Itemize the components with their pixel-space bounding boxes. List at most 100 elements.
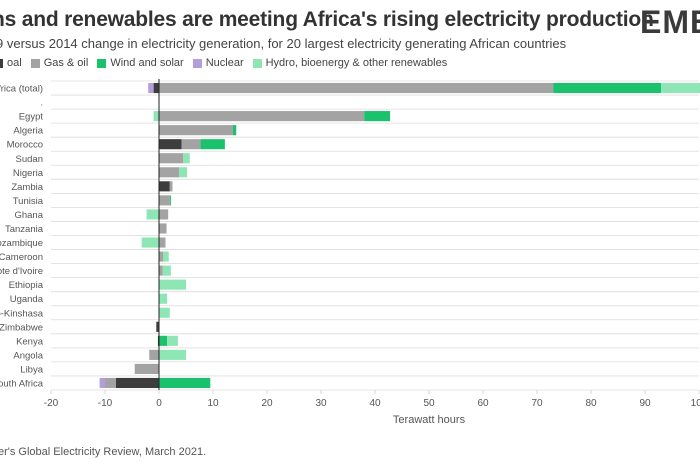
legend-swatch-gas-oil xyxy=(30,58,40,68)
category-label: Sudan xyxy=(16,154,43,165)
x-tick-label: 10 xyxy=(207,398,219,409)
category-label: . xyxy=(40,98,43,109)
bar-segment xyxy=(178,167,188,178)
category-label: Zambia xyxy=(11,182,43,193)
bar-segment xyxy=(115,377,159,389)
bar-segment xyxy=(146,209,159,220)
bar-segment xyxy=(99,377,105,389)
chart-title: ns and renewables are meeting Africa's r… xyxy=(0,8,654,31)
bar-segment xyxy=(159,293,168,304)
bar-segment xyxy=(159,111,365,122)
bar-segment xyxy=(169,195,171,206)
legend-label-wind-solar: Wind and solar xyxy=(110,57,184,69)
category-label: Ghana xyxy=(14,210,43,221)
bar-segment xyxy=(181,139,201,150)
bar-segment xyxy=(159,195,170,206)
bar-segment xyxy=(159,125,233,136)
bar-segment xyxy=(159,223,167,234)
bar-segment xyxy=(162,265,171,276)
bar-segment xyxy=(141,237,159,248)
bar-segment xyxy=(200,139,225,150)
source-note: er's Global Electricity Review, March 20… xyxy=(0,446,207,458)
bar-segment xyxy=(105,377,116,389)
legend-item-wind-solar: Wind and solar xyxy=(97,57,184,69)
x-tick-label: -10 xyxy=(98,398,113,409)
x-tick-label: 100 xyxy=(691,398,700,409)
legend-label-coal: oal xyxy=(7,57,22,69)
category-label: Morocco xyxy=(7,140,43,151)
bar-segment xyxy=(232,125,237,136)
category-label: outh Africa xyxy=(0,378,44,389)
bar-segment xyxy=(167,335,178,346)
bar-segment xyxy=(159,349,186,360)
category-label: Zimbabwe xyxy=(0,322,43,333)
bar-segment xyxy=(134,363,159,374)
legend-swatch-hydro-other xyxy=(252,58,262,68)
x-axis-title: Terawatt hours xyxy=(393,414,466,426)
category-label: Cameroon xyxy=(0,252,43,263)
category-label: Libya xyxy=(20,364,43,375)
category-label: Egypt xyxy=(19,112,44,123)
legend-label-hydro-other: Hydro, bioenergy & other renewables xyxy=(265,57,448,69)
x-tick-label: 0 xyxy=(156,398,162,409)
x-tick-label: 50 xyxy=(423,398,435,409)
x-tick-label: 90 xyxy=(639,398,651,409)
category-label: ote d'Ivoire xyxy=(0,266,43,277)
category-label: Ethiopia xyxy=(9,280,44,291)
chart-legend: oal Gas & oil Wind and solar Nuclear Hyd… xyxy=(0,57,456,69)
legend-label-nuclear: Nuclear xyxy=(205,57,244,69)
category-label: Tanzania xyxy=(5,224,44,235)
category-label: ozambique xyxy=(0,238,43,249)
bar-segment xyxy=(153,82,159,94)
category-label: Nigeria xyxy=(13,168,44,179)
bar-segment xyxy=(157,335,159,346)
bar-segment xyxy=(159,237,166,248)
legend-swatch-nuclear xyxy=(192,58,202,68)
legend-label-gas-oil: Gas & oil xyxy=(43,57,89,69)
bar-segment xyxy=(149,349,159,360)
x-tick-label: 20 xyxy=(261,398,273,409)
x-tick-label: 30 xyxy=(315,398,327,409)
chart-subtitle: 9 versus 2014 change in electricity gene… xyxy=(0,36,567,51)
category-label: frica (total) xyxy=(0,84,43,95)
category-label: Algeria xyxy=(13,126,43,137)
bar-segment xyxy=(159,251,164,262)
category-label: Kenya xyxy=(16,336,44,347)
bar-chart: -20 -10 0 10 20 30 40 50 60 70 80 90 100 Terawatt hou… xyxy=(0,79,700,426)
bar-segment xyxy=(156,321,159,332)
brand-logo: EMB xyxy=(640,4,700,40)
category-label: Uganda xyxy=(10,294,44,305)
bar-segment xyxy=(553,82,662,94)
category-label: o-Kinshasa xyxy=(0,308,44,319)
bar-segment xyxy=(159,181,170,192)
bar-segment xyxy=(159,279,186,290)
x-tick-label: 70 xyxy=(531,398,543,409)
category-label: Tunisia xyxy=(13,196,44,207)
x-tick-label: -20 xyxy=(44,398,59,409)
bar-segment xyxy=(153,111,159,122)
bar-segment xyxy=(159,209,169,220)
bar-segment xyxy=(163,251,169,262)
legend-swatch-wind-solar xyxy=(97,58,107,68)
x-tick-label: 40 xyxy=(369,398,381,409)
bar-segment xyxy=(183,153,190,164)
legend-item-nuclear: Nuclear xyxy=(192,57,244,69)
x-tick-label: 60 xyxy=(477,398,489,409)
bar-segment xyxy=(159,167,179,178)
bar-segment xyxy=(159,377,211,389)
bar-segment xyxy=(169,181,173,192)
bar-segment xyxy=(159,82,554,94)
bar-segment xyxy=(159,307,170,318)
bar-segment xyxy=(661,82,700,94)
legend-item-gas-oil: Gas & oil xyxy=(30,57,89,69)
legend-item-hydro-other: Hydro, bioenergy & other renewables xyxy=(252,57,448,69)
legend-item-coal: oal xyxy=(0,57,22,69)
bar-segment xyxy=(159,153,184,164)
bar-segment xyxy=(159,335,168,346)
bar-segment xyxy=(364,111,391,122)
bar-segment xyxy=(159,265,163,276)
category-label: Angola xyxy=(13,350,43,361)
bar-segment xyxy=(148,82,154,94)
bar-segment xyxy=(159,139,182,150)
x-tick-label: 80 xyxy=(585,398,597,409)
